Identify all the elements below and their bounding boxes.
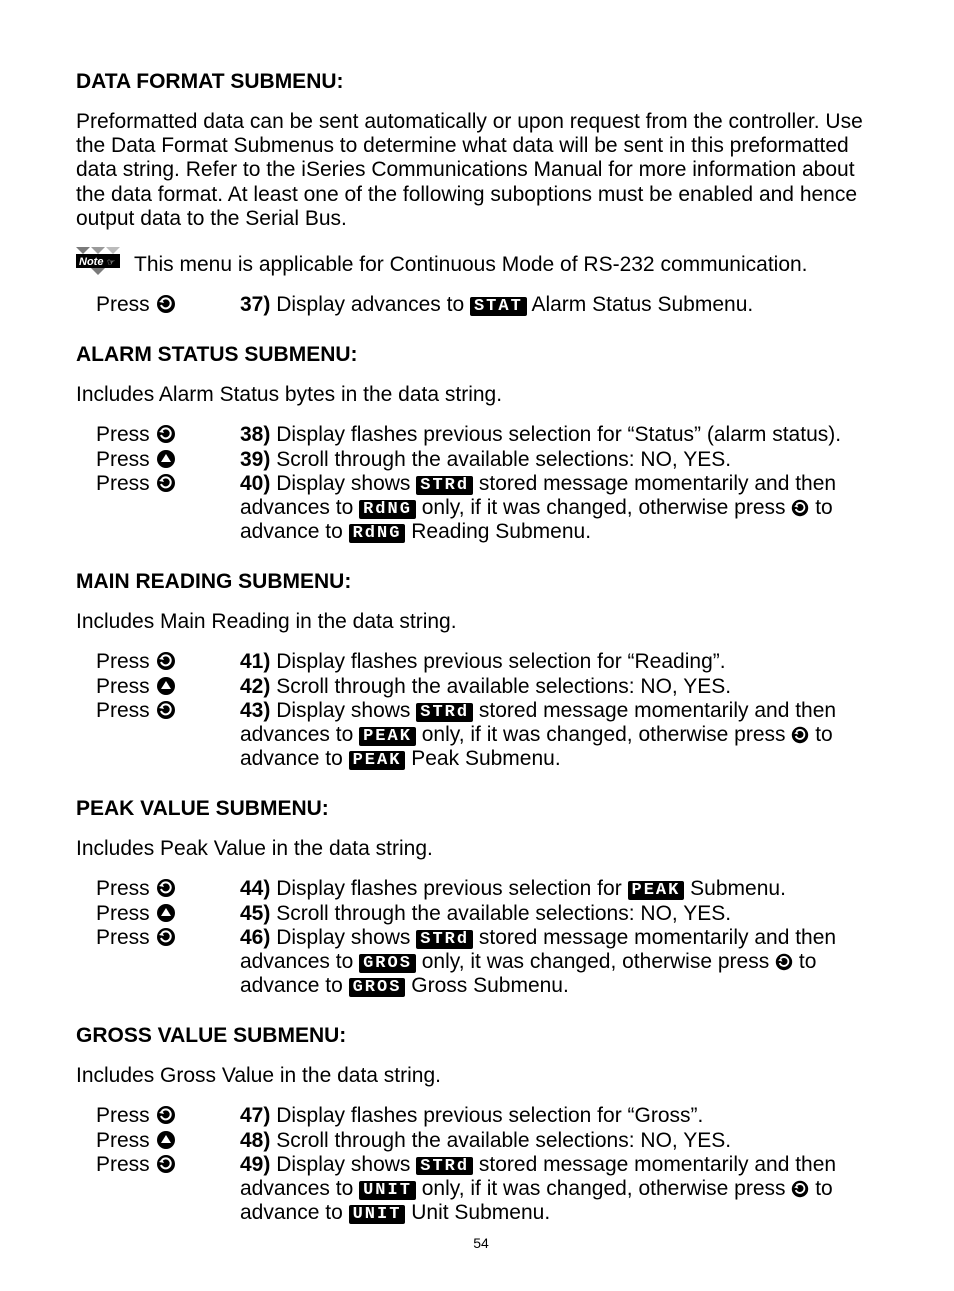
advance-icon (791, 726, 809, 744)
heading-gross-value: GROSS VALUE SUBMENU: (76, 1024, 886, 1048)
intro-gross-value: Includes Gross Value in the data string. (76, 1064, 886, 1088)
para-data-format: Preformatted data can be sent automatica… (76, 110, 886, 231)
note-icon (76, 247, 120, 275)
heading-alarm-status: ALARM STATUS SUBMENU: (76, 343, 886, 367)
lcd-stat: STAT (470, 297, 527, 316)
press-label: Press (96, 293, 150, 317)
lcd-rdng: RdNG (359, 500, 416, 519)
intro-main-reading: Includes Main Reading in the data string… (76, 610, 886, 634)
lcd-strd: STRd (416, 930, 473, 949)
step-46: Press 46) Display shows STRd stored mess… (96, 926, 886, 998)
press-label: Press (96, 1153, 150, 1177)
enter-icon (156, 473, 176, 493)
step-43: Press 43) Display shows STRd stored mess… (96, 699, 886, 771)
step-37: Press 37) Display advances to STAT Alarm… (96, 293, 886, 317)
enter-icon (156, 1154, 176, 1174)
press-label: Press (96, 877, 150, 901)
press-label: Press (96, 650, 150, 674)
intro-peak-value: Includes Peak Value in the data string. (76, 837, 886, 861)
note-text: This menu is applicable for Continuous M… (134, 247, 808, 277)
up-icon (156, 676, 176, 696)
step-desc: 49) Display shows STRd stored message mo… (240, 1153, 886, 1225)
lcd-peak: PEAK (359, 727, 416, 746)
press-label: Press (96, 902, 150, 926)
press-label: Press (96, 675, 150, 699)
enter-icon (156, 294, 176, 314)
page: DATA FORMAT SUBMENU: Preformatted data c… (0, 0, 954, 1291)
advance-icon (791, 499, 809, 517)
heading-main-reading: MAIN READING SUBMENU: (76, 570, 886, 594)
press-label: Press (96, 448, 150, 472)
press-label: Press (96, 1104, 150, 1128)
press-label: Press (96, 472, 150, 496)
step-38: Press 38) Display flashes previous selec… (96, 423, 886, 447)
note-row: This menu is applicable for Continuous M… (76, 247, 886, 277)
step-desc: 43) Display shows STRd stored message mo… (240, 699, 886, 771)
step-desc: 40) Display shows STRd stored message mo… (240, 472, 886, 544)
step-47: Press 47) Display flashes previous selec… (96, 1104, 886, 1128)
lcd-gros: GROS (359, 954, 416, 973)
lcd-peak: PEAK (628, 881, 685, 900)
press-label: Press (96, 926, 150, 950)
lcd-peak: PEAK (349, 751, 406, 770)
advance-icon (791, 1180, 809, 1198)
enter-icon (156, 700, 176, 720)
step-desc: 39) Scroll through the available selecti… (240, 448, 886, 472)
lcd-unit: UNIT (359, 1181, 416, 1200)
heading-data-format: DATA FORMAT SUBMENU: (76, 70, 886, 94)
lcd-strd: STRd (416, 476, 473, 495)
advance-icon (775, 953, 793, 971)
step-desc: 46) Display shows STRd stored message mo… (240, 926, 886, 998)
step-40: Press 40) Display shows STRd stored mess… (96, 472, 886, 544)
press-label: Press (96, 423, 150, 447)
step-45: Press 45) Scroll through the available s… (96, 902, 886, 926)
step-desc: 42) Scroll through the available selecti… (240, 675, 886, 699)
press-label: Press (96, 1129, 150, 1153)
lcd-unit: UNIT (349, 1205, 406, 1224)
page-number: 54 (76, 1235, 886, 1251)
step-42: Press 42) Scroll through the available s… (96, 675, 886, 699)
step-desc: 44) Display flashes previous selection f… (240, 877, 886, 901)
lcd-strd: STRd (416, 1157, 473, 1176)
enter-icon (156, 651, 176, 671)
step-desc: 41) Display flashes previous selection f… (240, 650, 886, 674)
press-label: Press (96, 699, 150, 723)
step-desc: 37) Display advances to STAT Alarm Statu… (240, 293, 886, 317)
step-desc: 47) Display flashes previous selection f… (240, 1104, 886, 1128)
up-icon (156, 903, 176, 923)
lcd-strd: STRd (416, 703, 473, 722)
heading-peak-value: PEAK VALUE SUBMENU: (76, 797, 886, 821)
step-39: Press 39) Scroll through the available s… (96, 448, 886, 472)
enter-icon (156, 927, 176, 947)
lcd-gros: GROS (349, 978, 406, 997)
enter-icon (156, 1105, 176, 1125)
intro-alarm-status: Includes Alarm Status bytes in the data … (76, 383, 886, 407)
enter-icon (156, 424, 176, 444)
up-icon (156, 1130, 176, 1150)
up-icon (156, 449, 176, 469)
step-desc: 48) Scroll through the available selecti… (240, 1129, 886, 1153)
step-49: Press 49) Display shows STRd stored mess… (96, 1153, 886, 1225)
step-44: Press 44) Display flashes previous selec… (96, 877, 886, 901)
step-desc: 45) Scroll through the available selecti… (240, 902, 886, 926)
enter-icon (156, 878, 176, 898)
step-desc: 38) Display flashes previous selection f… (240, 423, 886, 447)
step-41: Press 41) Display flashes previous selec… (96, 650, 886, 674)
lcd-rdng: RdNG (349, 524, 406, 543)
step-48: Press 48) Scroll through the available s… (96, 1129, 886, 1153)
